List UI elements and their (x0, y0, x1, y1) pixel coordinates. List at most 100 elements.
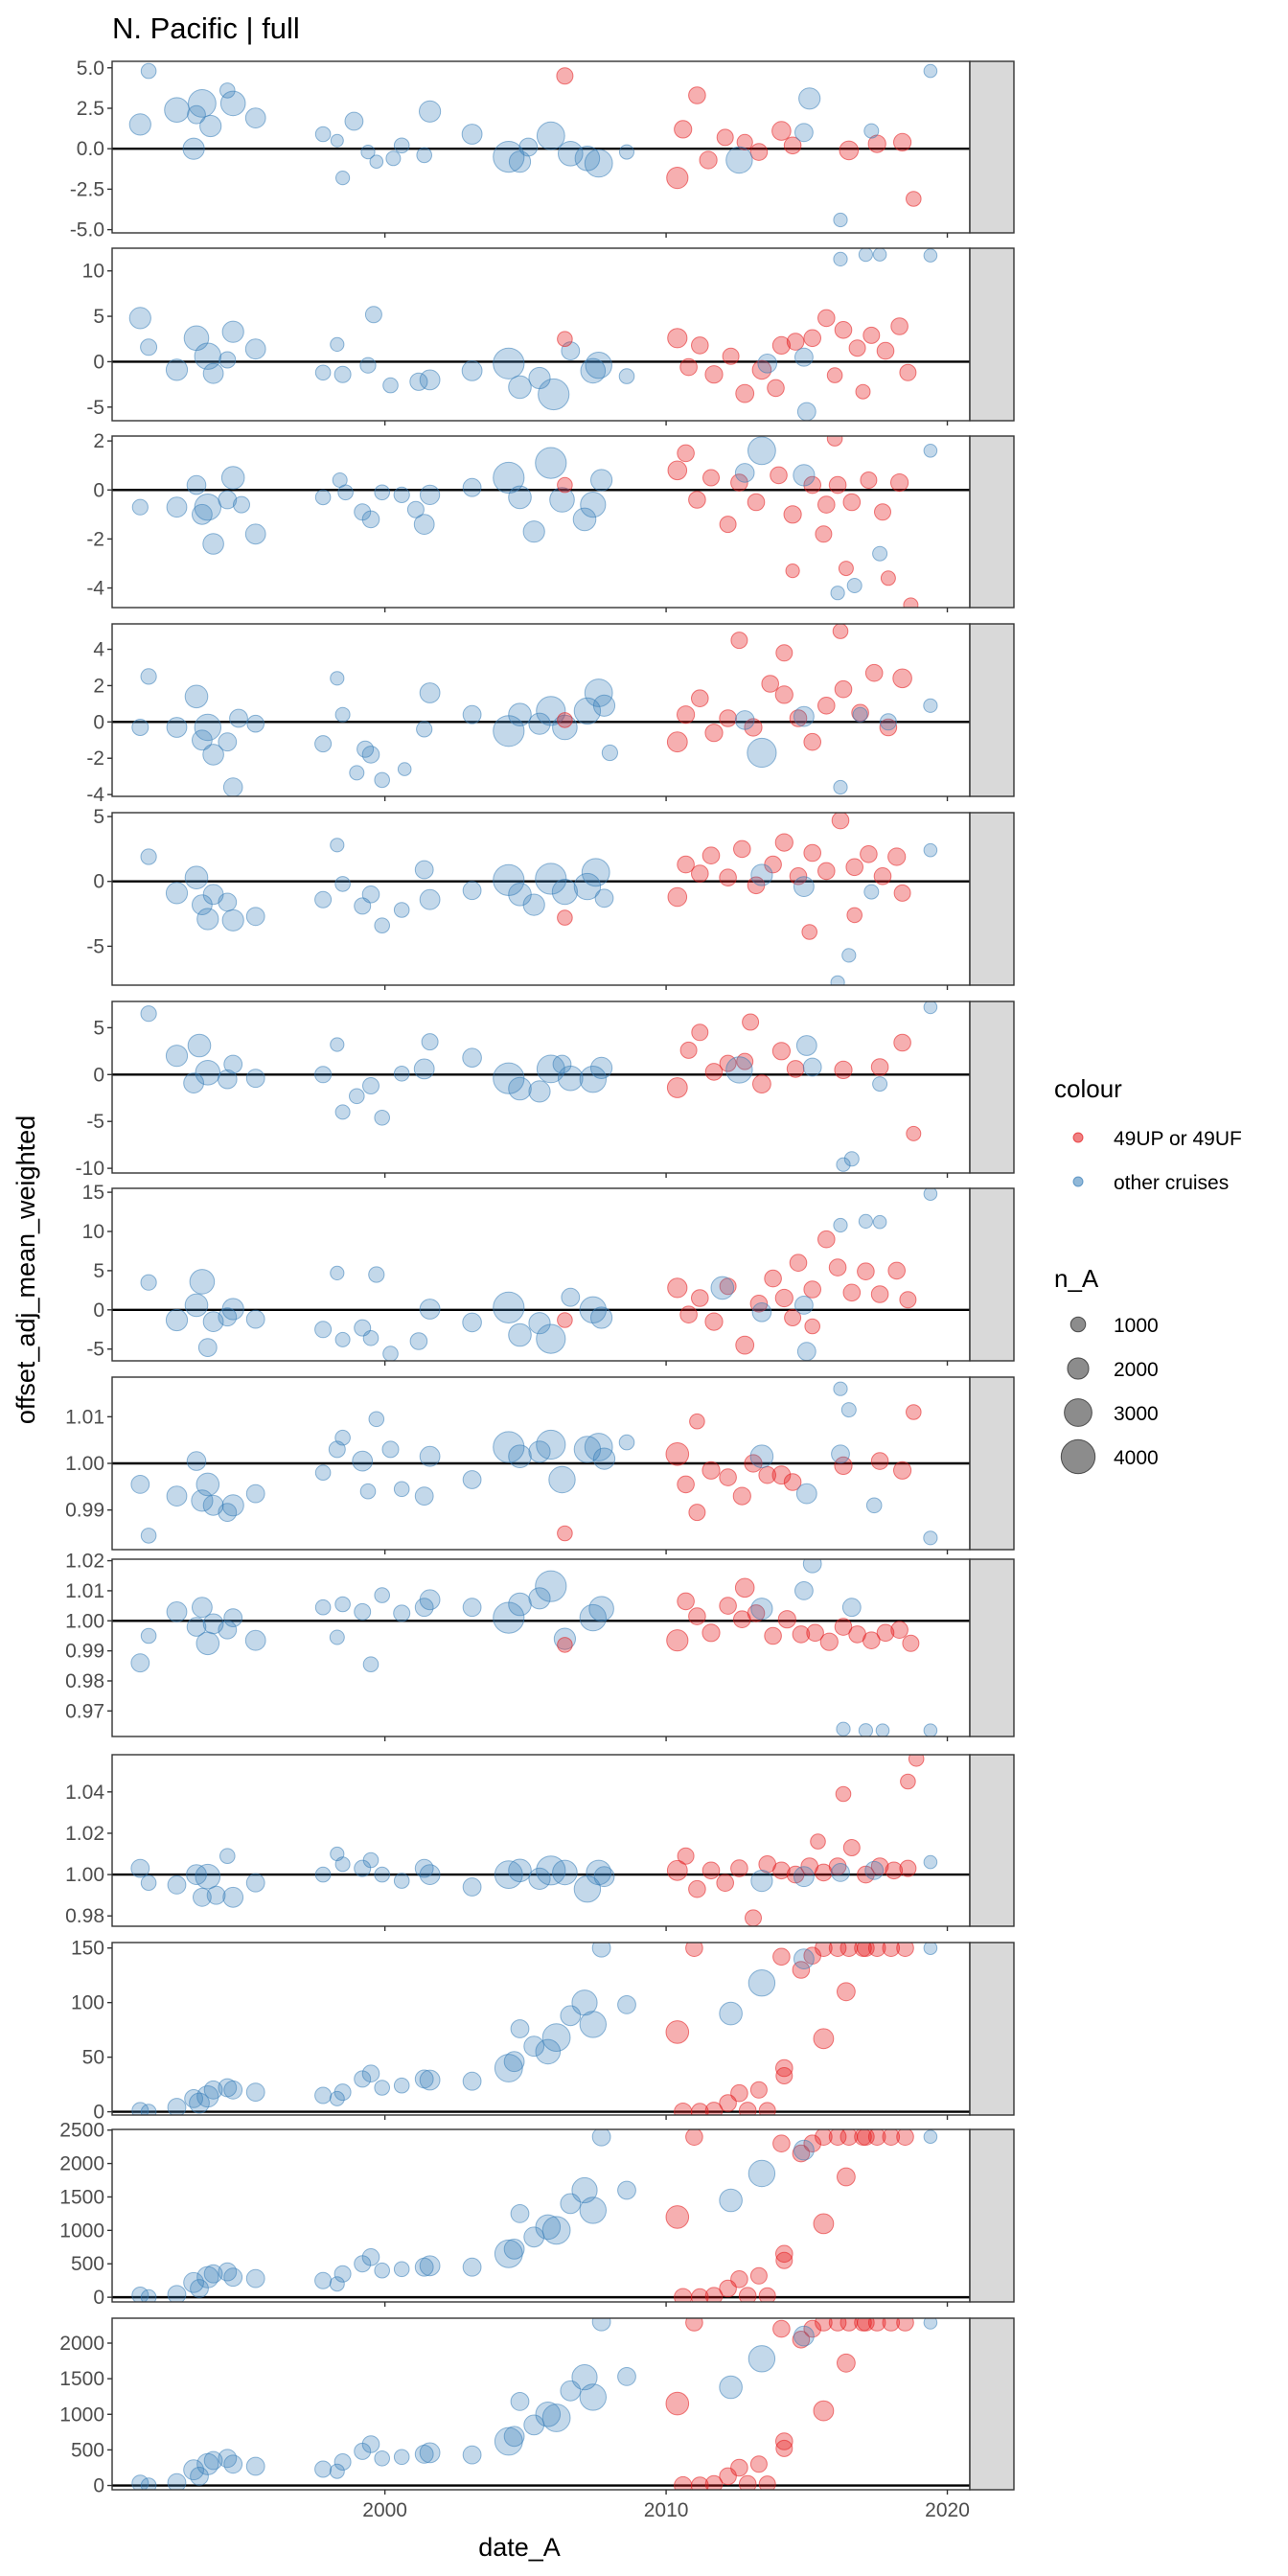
data-point (772, 1861, 791, 1880)
panel-nitrate: 0.991.001.01nitrate (65, 1376, 1015, 1554)
data-point (722, 347, 740, 365)
data-point (730, 632, 748, 650)
data-point (802, 1559, 822, 1574)
data-point (835, 1785, 852, 1803)
data-point (220, 466, 245, 490)
y-tick-label: 1.02 (65, 1823, 104, 1845)
data-point (419, 2442, 441, 2464)
data-point (702, 1623, 721, 1643)
data-point (923, 2318, 938, 2330)
data-point (677, 1475, 695, 1494)
data-point (494, 1860, 523, 1889)
data-point (863, 123, 880, 139)
data-point (923, 1723, 938, 1736)
data-point (140, 2104, 157, 2115)
data-point (758, 2475, 776, 2490)
data-point (775, 644, 794, 662)
data-point (461, 124, 483, 145)
data-point (873, 867, 892, 886)
data-point (771, 335, 792, 355)
y-tick-label: 5 (93, 1260, 104, 1282)
y-tick-label: 1.04 (65, 1782, 104, 1804)
data-point (677, 855, 695, 874)
data-point (716, 1874, 735, 1892)
data-point (594, 888, 614, 908)
data-point (733, 840, 751, 859)
data-point (734, 1577, 755, 1598)
legend-size-label: 2000 (1114, 1359, 1159, 1381)
facet-panels: -5.0-2.50.02.55.0cstar_nitrate-50510csta… (59, 58, 1015, 2521)
data-point (794, 705, 815, 727)
panel-silicate: 0.981.001.021.04silicate (65, 1754, 1015, 1931)
data-point (817, 495, 836, 514)
legend-colour-title: colour (1054, 1074, 1122, 1103)
data-point (374, 1110, 391, 1126)
data-point (245, 2268, 265, 2288)
data-point (221, 1494, 244, 1517)
panel-points (130, 1559, 938, 1736)
data-point (923, 248, 938, 263)
data-point (581, 858, 610, 887)
data-point (691, 2476, 709, 2490)
data-point (536, 1054, 565, 1084)
data-point (536, 1323, 566, 1354)
data-point (334, 1331, 351, 1347)
data-point (667, 328, 688, 349)
data-point (885, 1861, 904, 1880)
data-point (833, 1217, 848, 1233)
data-point (764, 1626, 782, 1645)
data-point (819, 1632, 839, 1651)
data-point (775, 2432, 794, 2450)
data-point (314, 126, 332, 143)
data-point (536, 1855, 566, 1886)
data-point (591, 2318, 611, 2332)
data-point (789, 867, 808, 886)
data-point (549, 487, 575, 513)
data-point (815, 1943, 833, 1957)
data-point (140, 1874, 157, 1891)
data-point (349, 1088, 365, 1105)
panel-cstar_nitrate: -5.0-2.50.02.55.0cstar_nitrate (70, 58, 1015, 242)
data-point (329, 1629, 345, 1645)
data-point (196, 1472, 220, 1497)
data-point (794, 1581, 814, 1600)
data-point (747, 1604, 766, 1622)
data-point (879, 713, 897, 731)
data-point (573, 872, 602, 901)
data-point (923, 444, 938, 458)
data-point (840, 1402, 857, 1418)
data-point (795, 1035, 817, 1056)
data-point (393, 2261, 410, 2278)
data-point (828, 475, 847, 494)
data-point (584, 149, 613, 178)
data-point (508, 1858, 532, 1883)
data-point (794, 2139, 815, 2161)
data-point (777, 1610, 796, 1629)
data-point (580, 492, 607, 518)
data-point (899, 1291, 917, 1309)
data-point (182, 137, 205, 160)
data-point (833, 251, 848, 266)
data-point (751, 359, 772, 380)
data-point (462, 2071, 482, 2091)
data-point (218, 1069, 238, 1090)
data-point (535, 2402, 562, 2427)
data-point (314, 735, 333, 753)
data-point (414, 860, 434, 880)
data-point (184, 1293, 209, 1318)
data-point (719, 868, 737, 887)
data-point (164, 97, 190, 123)
data-point (783, 1473, 802, 1491)
data-point (923, 1854, 938, 1870)
data-point (518, 137, 539, 157)
data-point (772, 1947, 791, 1966)
data-point (354, 1602, 372, 1621)
data-point (361, 2435, 380, 2453)
data-point (203, 2450, 223, 2471)
y-tick-label: -2 (86, 748, 104, 770)
data-point (166, 1601, 188, 1622)
data-point (857, 1262, 875, 1280)
y-tick-label: 0 (93, 1064, 104, 1086)
data-point (736, 1052, 754, 1070)
data-point (732, 1486, 751, 1506)
